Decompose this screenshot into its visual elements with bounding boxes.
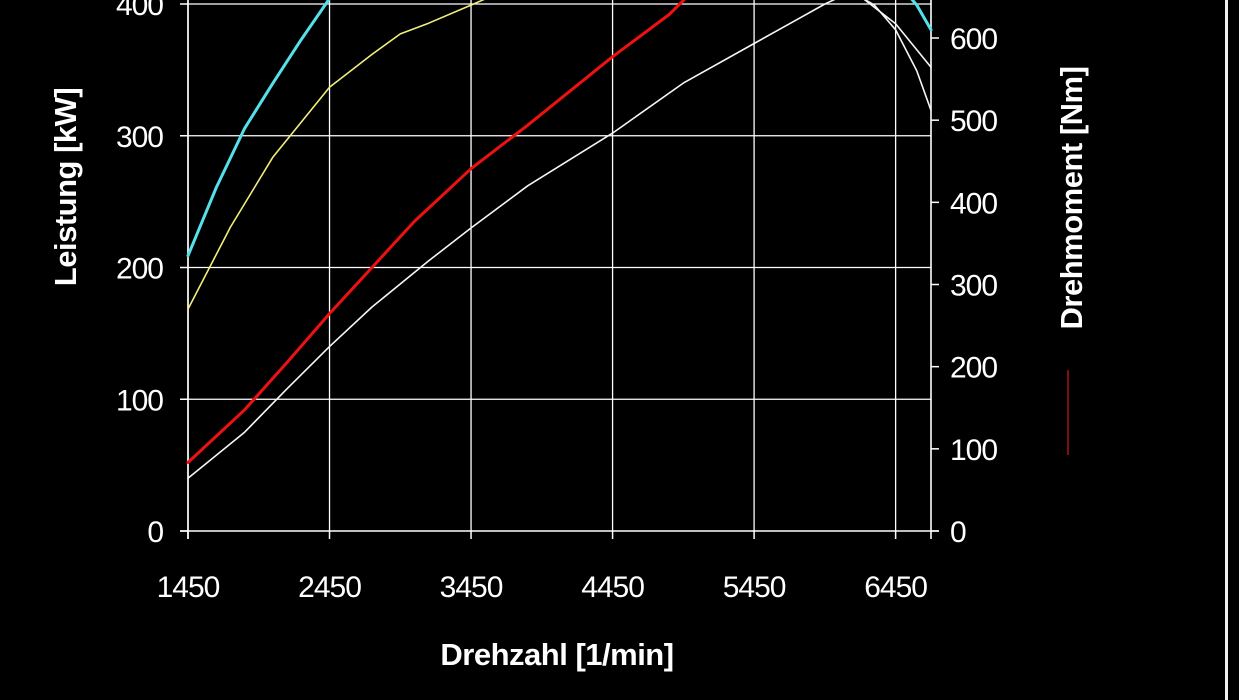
y-right-tick-label: 0 (950, 516, 966, 549)
x-tick-label: 1450 (157, 571, 220, 604)
y-right-tick-label: 200 (950, 352, 997, 385)
data-series (186, 0, 933, 480)
y-right-tick-label: 300 (950, 270, 997, 303)
right-border (1225, 0, 1228, 700)
y-right-tick-label: 600 (950, 23, 997, 56)
y-right-tick-label: 100 (950, 434, 997, 467)
y-right-tick-labels: 0 100 200 300 400 500 600 (950, 23, 998, 549)
grid (187, 0, 931, 531)
x-tick-labels: 1450 2450 3450 4450 5450 6450 (157, 571, 929, 604)
series-line-0 (186, 0, 686, 464)
y-right-tick-label: 500 (950, 105, 997, 138)
series-line-3 (187, 0, 485, 310)
series-line-5 (910, 0, 933, 32)
axes (180, 0, 939, 539)
x-axis-title: Drehzahl [1/min] (440, 637, 673, 672)
y-left-axis-title: Leistung [kW] (48, 88, 83, 286)
x-tick-label: 5450 (723, 571, 786, 604)
x-tick-label: 4450 (581, 571, 644, 604)
y-left-tick-label: 100 (116, 384, 163, 417)
y-left-tick-label: 200 (116, 253, 163, 286)
y-left-tick-label: 400 (116, 0, 163, 22)
y-left-tick-label: 300 (116, 121, 163, 154)
series-line-1 (187, 0, 932, 480)
y-right-axis-title: Drehmoment [Nm] (1054, 67, 1089, 330)
y-right-tick-label: 400 (950, 187, 997, 220)
series-line-2 (186, 0, 331, 258)
y-left-tick-labels: 0 100 200 300 400 (116, 0, 164, 549)
x-tick-label: 3450 (440, 571, 503, 604)
series-line-4 (864, 0, 932, 112)
x-tick-label: 6450 (864, 571, 927, 604)
y-left-tick-label: 0 (147, 516, 163, 549)
x-tick-label: 2450 (298, 571, 361, 604)
